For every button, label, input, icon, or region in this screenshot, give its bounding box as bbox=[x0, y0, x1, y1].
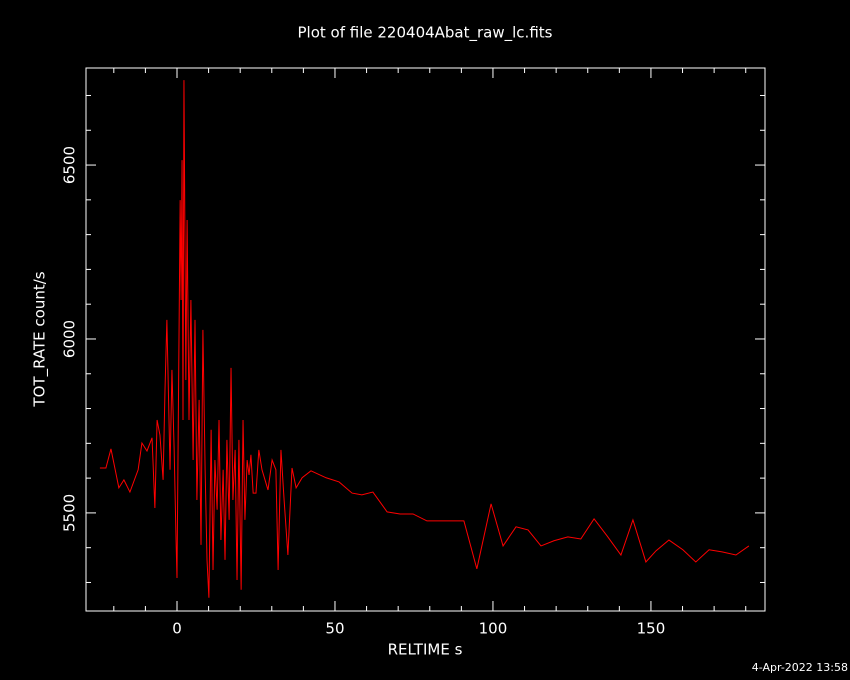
y-axis-label: TOT_RATE count/s bbox=[31, 271, 50, 407]
plot-frame bbox=[85, 67, 766, 612]
y-tick-label: 5500 bbox=[61, 494, 79, 532]
data-line bbox=[99, 80, 750, 598]
x-axis-label: RELTIME s bbox=[388, 641, 463, 659]
timestamp: 4-Apr-2022 13:58 bbox=[752, 661, 848, 674]
x-tick-label: 50 bbox=[325, 620, 344, 638]
x-tick-label: 0 bbox=[172, 620, 182, 638]
y-tick-label: 6500 bbox=[61, 146, 79, 184]
x-tick-label: 100 bbox=[479, 620, 508, 638]
chart-title: Plot of file 220404Abat_raw_lc.fits bbox=[298, 24, 553, 43]
x-tick-label: 150 bbox=[637, 620, 666, 638]
y-tick-label: 6000 bbox=[61, 320, 79, 358]
